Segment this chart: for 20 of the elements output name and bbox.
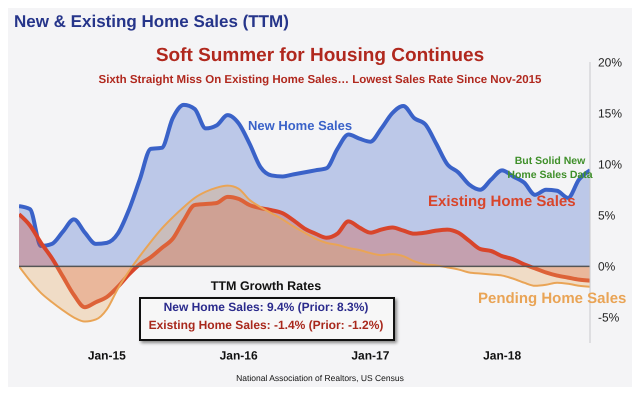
annotation: New Home Sales: 9.4% (Prior: 8.3%) [162,300,370,314]
annotation: Sixth Straight Miss On Existing Home Sales… Lowest Sales Rate Since Nov-2015 [98,74,542,86]
y-tick-label: 20% [598,55,622,70]
y-tick-label: 10% [598,157,622,172]
y-tick-label: -5% [598,310,620,325]
x-tick-label: Jan-16 [220,348,258,363]
chart-title: New & Existing Home Sales (TTM) [14,12,289,32]
x-tick-label: Jan-17 [351,348,390,363]
series-label: Pending Home Sales [478,290,626,307]
annotation: TTM Growth Rates [210,279,322,293]
x-tick-label: Jan-18 [483,348,522,363]
x-tick-label: Jan-15 [88,348,126,363]
text: National Association of Realtors, US Census [235,373,405,383]
annotation: Existing Home Sales: -1.4% (Prior: -1.2%) [148,318,384,332]
y-tick-label: 5% [598,208,616,223]
series-label: New Home Sales [248,118,352,133]
y-tick-label: 15% [598,106,622,120]
y-tick-label: 0% [598,260,616,274]
chart-subtitle: Soft Summer for Housing Continues [156,45,484,66]
series-label: Existing Home Sales [428,193,576,210]
